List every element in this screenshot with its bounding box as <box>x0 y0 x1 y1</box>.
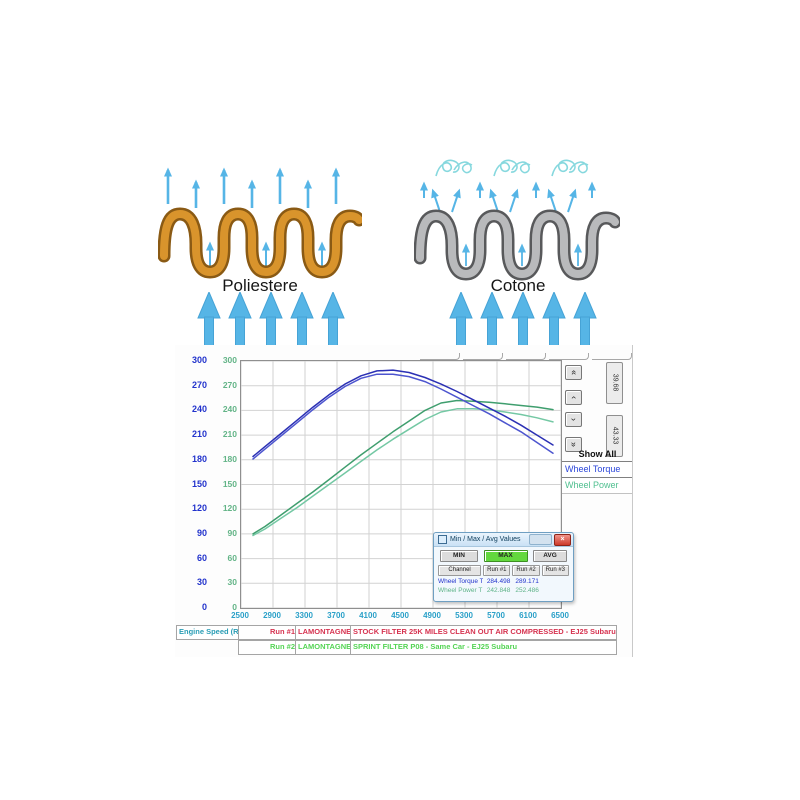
torque-axis-tick: 90 <box>196 527 207 538</box>
turbulence-swirls-icon <box>435 159 589 177</box>
min-button[interactable]: MIN <box>440 550 478 562</box>
axis-scale-down-fast-button[interactable]: » <box>565 437 582 452</box>
power-axis-tick: 300 <box>222 355 237 365</box>
rpm-axis-tick: 4100 <box>359 611 377 620</box>
rpm-axis-tick: 3300 <box>295 611 313 620</box>
close-icon[interactable]: × <box>554 533 571 546</box>
power-axis-tick: 0 <box>232 602 237 612</box>
torque-axis-tick: 270 <box>191 379 207 390</box>
power-channel-name: Wheel Power T Hp <box>438 587 483 594</box>
polyester-filter-diagram <box>158 167 362 279</box>
cotton-filter-diagram <box>414 159 620 281</box>
trough-airflow-arrows-icon <box>206 241 326 268</box>
cotton-wave-icon <box>414 209 620 281</box>
axis-scale-down-button[interactable]: › <box>565 412 582 427</box>
column-header-run1[interactable]: Run #1 <box>483 565 511 576</box>
rpm-axis-tick: 6500 <box>551 611 569 620</box>
power-axis-tick: 120 <box>222 503 237 514</box>
curve-wheel-power-run-1-stock-filter- <box>252 408 554 537</box>
dialog-icon <box>438 535 447 544</box>
run1-description-cell: STOCK FILTER 25K MILES CLEAN OUT AIR COM… <box>350 625 617 640</box>
torque-axis-tick: 60 <box>196 552 207 563</box>
min-max-avg-dialog: Min / Max / Avg Values × MIN MAX AVG Cha… <box>433 532 574 602</box>
power-axis-tick: 150 <box>222 478 237 489</box>
window-tab[interactable] <box>463 353 503 360</box>
window-tab[interactable] <box>506 353 546 360</box>
channel-toggle-wheel-torque[interactable]: Wheel Torque <box>562 461 632 478</box>
window-tab[interactable] <box>549 353 589 360</box>
column-header-channel[interactable]: Channel <box>438 565 482 576</box>
column-header-run3[interactable]: Run #3 <box>541 565 569 576</box>
laminar-airflow-arrows-icon <box>164 167 340 208</box>
power-run3-max <box>542 587 569 594</box>
window-tab[interactable] <box>420 353 460 360</box>
rpm-axis-tick: 2500 <box>231 611 249 620</box>
power-axis-tick: 30 <box>227 577 237 588</box>
show-all-button[interactable]: Show All <box>578 449 617 459</box>
cotton-label: Cotone <box>490 276 546 295</box>
dyno-plot-area[interactable] <box>240 360 562 609</box>
column-header-run2[interactable]: Run #2 <box>512 565 540 576</box>
run1-operator-cell: LAMONTAGNE (LAMC <box>295 625 353 640</box>
run1-button[interactable]: Run #1 <box>238 625 298 640</box>
torque-axis-tick: 120 <box>191 503 207 514</box>
torque-axis-tick: 30 <box>196 577 207 588</box>
channel-toggle-wheel-power[interactable]: Wheel Power <box>562 477 632 494</box>
dialog-title-bar[interactable]: Min / Max / Avg Values × <box>434 533 573 547</box>
power-axis-tick: 210 <box>222 429 237 440</box>
window-tab-strip <box>420 353 632 360</box>
curve-wheel-torque-run-1-stock-filter- <box>252 373 554 460</box>
torque-run1-max: 284.498 <box>486 578 511 585</box>
power-axis-tick: 90 <box>227 527 237 538</box>
run2-button[interactable]: Run #2 <box>238 640 298 655</box>
rpm-axis-tick: 4500 <box>391 611 409 620</box>
rpm-axis-tick: 2900 <box>263 611 281 620</box>
power-run1-max: 242.848 <box>486 587 511 594</box>
torque-axis-tick: 180 <box>191 453 207 464</box>
x-axis-channel-label: Engine Speed (R <box>176 625 239 640</box>
torque-axis-tick: 300 <box>191 355 207 365</box>
run2-operator-cell: LAMONTAGNE (LAMC <box>295 640 353 655</box>
torque-run3-max <box>542 578 569 585</box>
table-row: Wheel Torque T ft 284.498 289.171 <box>434 577 573 586</box>
trough-airflow-arrows-icon <box>462 243 582 266</box>
polyester-intake-arrows-icon <box>197 292 345 355</box>
power-run2-max: 252.486 <box>515 587 539 594</box>
power-axis-tick: 270 <box>222 379 237 390</box>
torque-axis-tick: 0 <box>201 602 207 612</box>
avg-button[interactable]: AVG <box>533 550 567 562</box>
turbulent-airflow-arrows-icon <box>420 181 596 213</box>
torque-axis-tick: 150 <box>191 478 207 489</box>
table-row: Wheel Power T Hp 242.848 252.486 <box>434 586 573 595</box>
cursor-value-box-top[interactable]: 39.68 <box>606 362 623 404</box>
curve-wheel-power-run-2-sprint-filter-p08- <box>252 399 554 535</box>
torque-axis-tick: 240 <box>191 404 207 415</box>
axis-scale-up-button[interactable]: › <box>565 390 582 405</box>
minimize-maximize-buttons[interactable] <box>529 534 552 545</box>
rpm-axis-tick: 6100 <box>519 611 537 620</box>
cotton-intake-arrows-icon <box>449 292 597 355</box>
axis-scale-up-fast-button[interactable]: » <box>565 365 582 380</box>
dyno-software-window: 0 30 60 90 120 150 180 210 240 270 300 0 30 60 90 120 1… <box>175 345 633 657</box>
window-tab[interactable] <box>592 353 632 360</box>
rpm-axis-tick: 5700 <box>487 611 505 620</box>
dialog-title: Min / Max / Avg Values <box>450 536 521 543</box>
polyester-label: Poliestere <box>222 276 298 295</box>
power-axis-tick: 180 <box>222 453 237 464</box>
torque-channel-name: Wheel Torque T ft <box>438 578 484 585</box>
power-axis-tick: 60 <box>227 552 237 563</box>
power-axis-tick: 240 <box>222 404 237 415</box>
rpm-axis-tick: 4900 <box>423 611 441 620</box>
rpm-axis-tick: 5300 <box>455 611 473 620</box>
curve-wheel-torque-run-2-sprint-filter-p08- <box>252 369 554 458</box>
max-button[interactable]: MAX <box>483 550 528 562</box>
run2-description-cell: SPRINT FILTER P08 - Same Car - EJ25 Suba… <box>350 640 617 655</box>
rpm-axis-tick: 3700 <box>327 611 345 620</box>
torque-run2-max: 289.171 <box>515 578 539 585</box>
torque-axis-tick: 210 <box>191 429 207 440</box>
cursor-value-box-bottom[interactable]: 43.33 <box>606 415 623 457</box>
polyester-wave-icon <box>158 207 362 279</box>
